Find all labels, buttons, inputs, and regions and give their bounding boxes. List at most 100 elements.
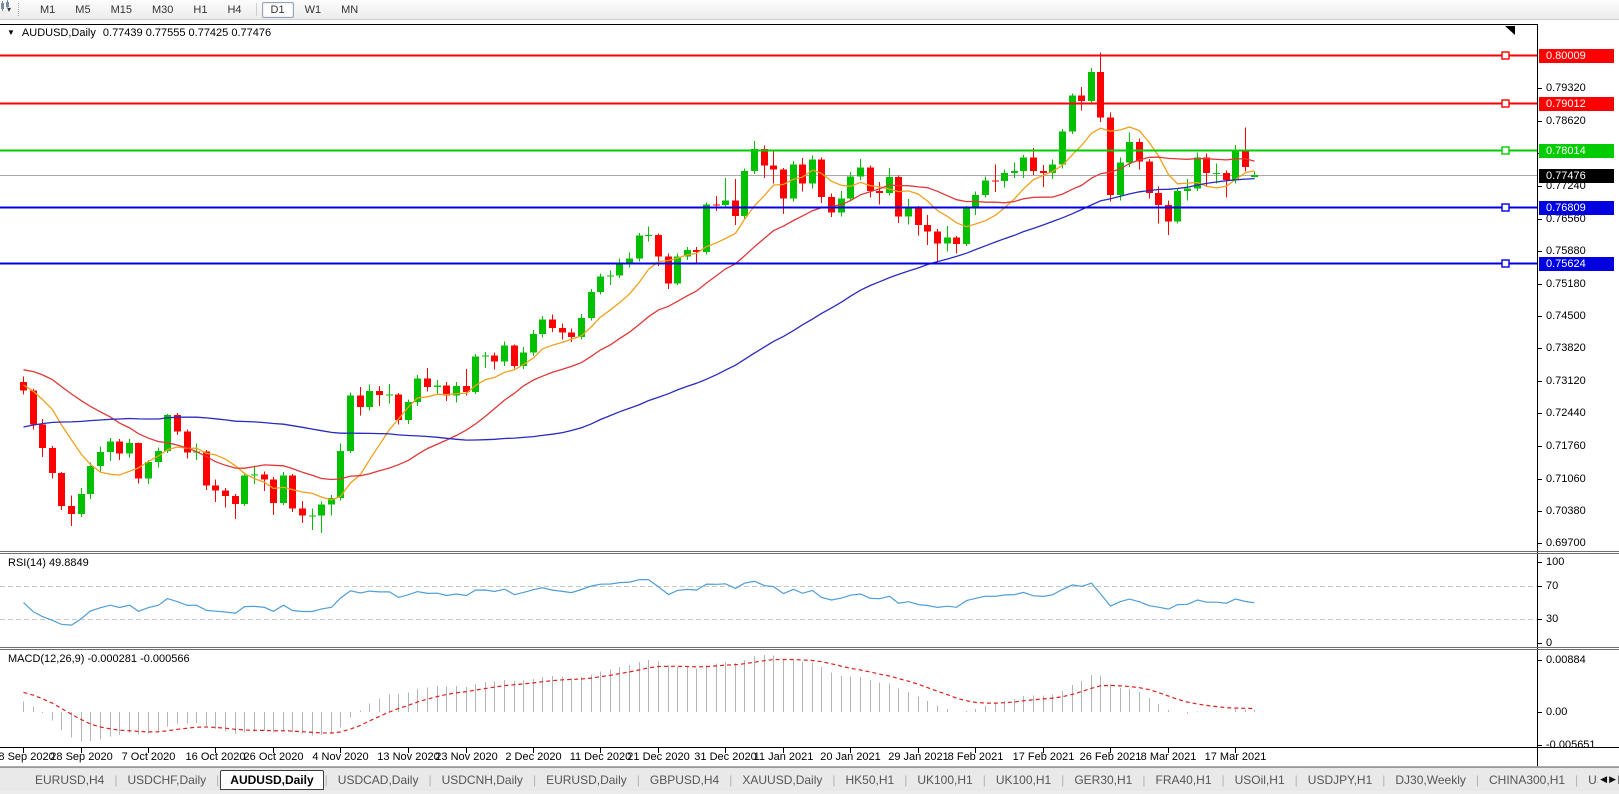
chart-tab-fra40-h1[interactable]: FRA40,H1	[1155, 772, 1212, 787]
timeframe-button-m15[interactable]: M15	[110, 3, 132, 16]
tab-separator: |	[729, 772, 733, 787]
tab-separator: |	[216, 772, 220, 787]
chart-tab-xauusd-daily[interactable]: XAUUSD,Daily	[742, 772, 823, 787]
price-axis-tick: 0.77240	[1546, 179, 1586, 192]
date-axis-label: 29 Jan 2021	[888, 751, 949, 763]
candlestick-chart-icon	[1, 0, 9, 11]
tab-separator: |	[428, 772, 432, 787]
price-axis-tick: 0.79320	[1546, 81, 1586, 94]
chart-tab-uk100-h1[interactable]: UK100,H1	[917, 772, 973, 787]
current-price-badge: 0.77476	[1539, 168, 1614, 183]
chart-tab-usdcnh-daily[interactable]: USDCNH,Daily	[441, 772, 523, 787]
date-axis-label: 17 Feb 2021	[1012, 751, 1075, 763]
toolbar-separator	[255, 3, 257, 16]
rsi-axis-tick: 30	[1546, 612, 1559, 625]
rsi-axis-tick: 70	[1546, 579, 1559, 592]
chart-tab-ger30-h1[interactable]: GER30,H1	[1074, 772, 1133, 787]
date-axis-label: 11 Dec 2020	[569, 751, 632, 763]
date-axis-label: 13 Nov 2020	[377, 751, 440, 763]
timeframe-button-h4[interactable]: H4	[227, 3, 242, 16]
chart-tab-dj30-weekly[interactable]: DJ30,Weekly	[1395, 772, 1466, 787]
tab-scroll-left-icon[interactable]: ◀	[1600, 774, 1608, 784]
price-level-badge: 0.75624	[1539, 256, 1614, 271]
level-line-handle[interactable]	[1501, 259, 1510, 268]
date-axis-label: 17 Mar 2021	[1204, 751, 1267, 763]
timeframe-toolbar: ▾ M1 M5 M15 M30 H1 H4 D1 W1 MN	[0, 0, 1619, 20]
timeframe-button-m30[interactable]: M30	[151, 3, 174, 16]
status-strip	[0, 791, 1619, 794]
chart-tab-eurusd-h4[interactable]: EURUSD,H4	[35, 772, 105, 787]
tab-separator: |	[324, 772, 328, 787]
price-axis-tick: 0.74500	[1546, 309, 1586, 322]
tab-separator: |	[1575, 772, 1579, 787]
date-axis-label: 23 Nov 2020	[435, 751, 498, 763]
tab-scroll-arrows: ◀ ▶	[1598, 768, 1618, 791]
date-axis-label: 31 Dec 2020	[694, 751, 757, 763]
chart-title: ▼ AUDUSD,Daily 0.77439 0.77555 0.77425 0…	[7, 27, 271, 39]
price-level-badge: 0.76809	[1539, 200, 1614, 215]
chart-type-button[interactable]: ▾	[1, 0, 14, 14]
timeframe-button-h1[interactable]: H1	[193, 3, 208, 16]
chart-tab-usdjpy-h1[interactable]: USDJPY,H1	[1307, 772, 1373, 787]
date-axis-label: 8 Mar 2021	[1140, 751, 1197, 763]
chart-tab-china300-h1[interactable]: CHINA300,H1	[1489, 772, 1566, 787]
price-level-badge: 0.78014	[1539, 143, 1614, 158]
rsi-axis-tick: 0	[1546, 636, 1553, 649]
tab-separator: |	[982, 772, 986, 787]
chart-tab-usdcad-daily[interactable]: USDCAD,Daily	[337, 772, 419, 787]
chart-tab-hk50-h1[interactable]: HK50,H1	[845, 772, 895, 787]
price-axis-tick: 0.75180	[1546, 277, 1586, 290]
chart-tab-uk100-h1[interactable]: UK100,H1	[995, 772, 1052, 787]
price-axis-tick: 0.71760	[1546, 439, 1586, 452]
date-axis-label: 7 Oct 2020	[121, 751, 176, 763]
price-axis-tick: 0.75880	[1546, 244, 1586, 257]
toolbar-grip	[18, 3, 23, 16]
macd-axis-tick: 0.00	[1546, 705, 1568, 718]
date-axis-label: 28 Sep 2020	[50, 751, 113, 763]
chart-tab-eurusd-daily[interactable]: EURUSD,Daily	[546, 772, 627, 787]
level-line-handle[interactable]	[1501, 99, 1510, 108]
tab-separator: |	[1294, 772, 1298, 787]
timeframe-buttons: M1 M5 M15 M30 H1 H4 D1 W1 MN	[30, 1, 368, 18]
macd-axis-tick: -0.005651	[1546, 738, 1596, 751]
date-axis-label: 18 Sep 2020	[0, 751, 55, 763]
level-line-handle[interactable]	[1501, 146, 1510, 155]
date-axis-label: 11 Jan 2021	[753, 751, 814, 763]
timeframe-button-m5[interactable]: M5	[75, 3, 91, 16]
chart-tab-gbpusd-h4[interactable]: GBPUSD,H4	[649, 772, 720, 787]
date-axis-label: 16 Oct 2020	[185, 751, 246, 763]
chart-ohlc-values: 0.77439 0.77555 0.77425 0.77476	[102, 27, 272, 39]
chart-symbol-period: AUDUSD,Daily	[21, 27, 96, 39]
chart-tab-audusd-daily[interactable]: AUDUSD,Daily	[220, 769, 324, 790]
timeframe-button-mn[interactable]: MN	[341, 3, 359, 16]
tab-separator: |	[1142, 772, 1146, 787]
price-axis-tick: 0.70380	[1546, 504, 1586, 517]
timeframe-button-d1[interactable]: D1	[261, 1, 294, 18]
date-axis-label: 8 Feb 2021	[947, 751, 1004, 763]
tab-separator: |	[114, 772, 118, 787]
date-axis-label: 21 Dec 2020	[627, 751, 690, 763]
tab-scroll-right-icon[interactable]: ▶	[1609, 774, 1616, 784]
price-axis-tick: 0.78620	[1546, 114, 1586, 127]
tab-separator: |	[1382, 772, 1386, 787]
tab-separator: |	[1475, 772, 1479, 787]
macd-indicator-label: MACD(12,26,9) -0.000281 -0.000566	[8, 653, 190, 665]
chart-tab-usoil-h1[interactable]: USOil,H1	[1234, 772, 1285, 787]
price-level-badge: 0.80009	[1539, 48, 1614, 63]
date-axis-label: 2 Dec 2020	[505, 751, 562, 763]
timeframe-button-m1[interactable]: M1	[40, 3, 56, 16]
level-line-handle[interactable]	[1501, 203, 1510, 212]
timeframe-button-w1[interactable]: W1	[304, 3, 322, 16]
level-line-handle[interactable]	[1501, 51, 1510, 60]
tab-separator: |	[1061, 772, 1065, 787]
tab-separator: |	[1221, 772, 1225, 787]
chart-tab-usdchf-daily[interactable]: USDCHF,Daily	[127, 772, 207, 787]
scroll-to-end-marker[interactable]	[1505, 26, 1515, 35]
date-axis-label: 26 Oct 2020	[243, 751, 304, 763]
triangle-down-icon: ▼	[7, 28, 15, 37]
macd-axis-tick: 0.00884	[1546, 653, 1586, 666]
rsi-indicator-label: RSI(14) 49.8849	[8, 557, 89, 569]
